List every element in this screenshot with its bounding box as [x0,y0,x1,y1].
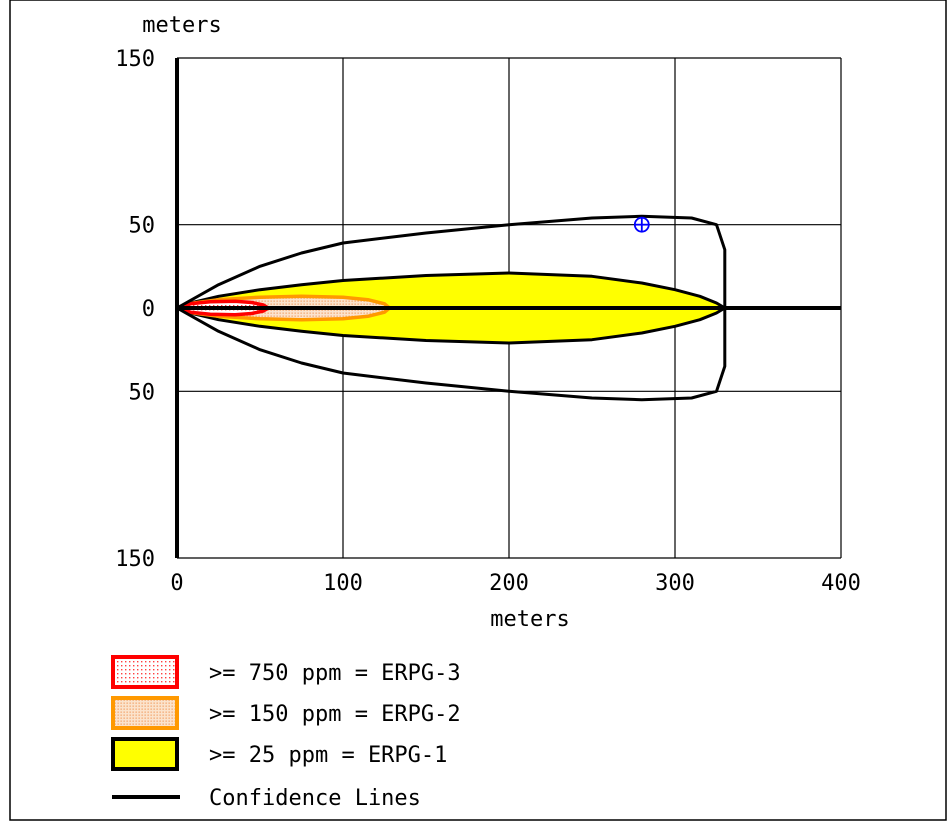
y-tick-label: 150 [115,547,155,572]
x-tick-label: 0 [170,571,183,596]
x-axis-label: meters [490,607,569,632]
legend-swatch-2 [111,696,179,730]
legend-swatch-3 [111,737,179,771]
tick-labels: 0 100 200 300 400 150 50 0 50 150 [115,47,861,596]
x-tick-label: 100 [323,571,363,596]
y-tick-label: 0 [142,297,155,322]
axes [175,58,841,558]
x-tick-label: 300 [655,571,695,596]
legend-label: Confidence Lines [209,786,421,811]
y-tick-label: 50 [129,380,156,405]
x-tick-label: 200 [489,571,529,596]
x-tick-label: 400 [821,571,861,596]
legend-label: >= 750 ppm = ERPG-3 [209,661,461,686]
y-axis-label: meters [142,13,221,38]
legend-label: >= 150 ppm = ERPG-2 [209,702,461,727]
y-tick-label: 50 [129,214,156,239]
legend-swatch-1 [111,655,179,689]
y-tick-label: 150 [115,47,155,72]
legend-label: >= 25 ppm = ERPG-1 [209,743,447,768]
legend: >= 750 ppm = ERPG-3 >= 150 ppm = ERPG-2 >=… [111,655,461,811]
